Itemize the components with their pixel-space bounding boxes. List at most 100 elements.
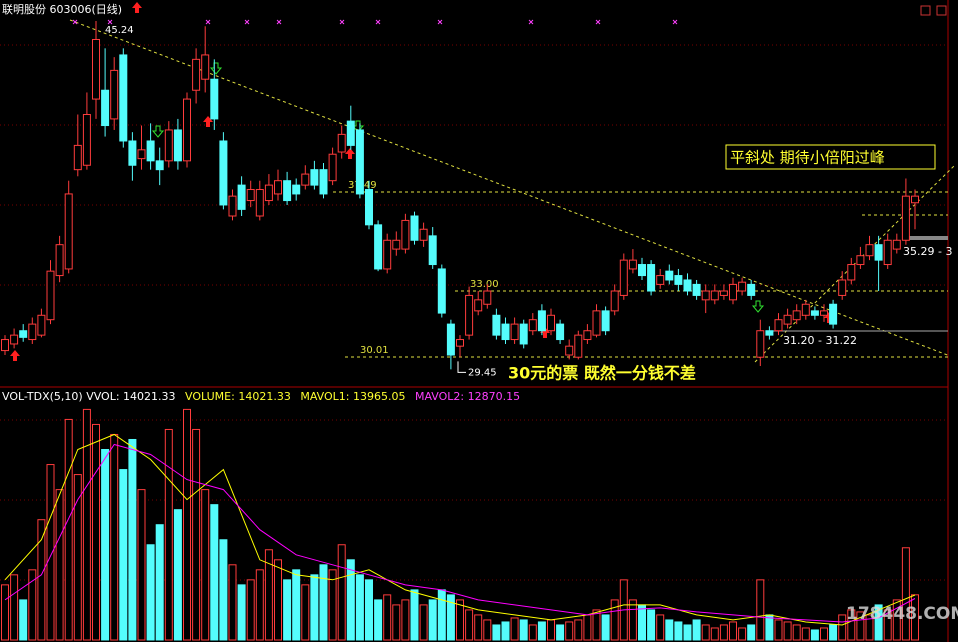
volume-bar bbox=[92, 423, 100, 641]
marker-cross bbox=[276, 19, 282, 25]
candle-body bbox=[173, 129, 182, 162]
volume-bar bbox=[419, 604, 428, 641]
volume-bar bbox=[374, 599, 383, 641]
candle-body bbox=[283, 180, 292, 202]
candle-body bbox=[474, 299, 483, 312]
candle-body bbox=[28, 323, 37, 341]
volume-bar bbox=[365, 579, 373, 641]
candle-body bbox=[146, 140, 155, 162]
volume-bar bbox=[674, 621, 683, 641]
volume-bar bbox=[610, 599, 619, 641]
volume-bar bbox=[1, 584, 9, 641]
volume-ma-line bbox=[4, 433, 916, 626]
volume-bar bbox=[82, 408, 91, 641]
volume-bar bbox=[446, 594, 455, 641]
volume-bar bbox=[492, 624, 501, 641]
volume-bar bbox=[856, 611, 865, 641]
volume-bar bbox=[820, 627, 828, 641]
volume-bar bbox=[164, 428, 173, 641]
volume-bar bbox=[264, 549, 273, 641]
candle-body bbox=[874, 244, 883, 261]
volume-bar bbox=[383, 594, 392, 641]
candle-body bbox=[201, 54, 210, 80]
marker-cross bbox=[244, 19, 250, 25]
candle-body bbox=[355, 129, 364, 195]
volume-bar bbox=[638, 604, 646, 641]
volume-bar bbox=[328, 569, 337, 641]
candle-body bbox=[82, 114, 91, 166]
volume-bar bbox=[437, 589, 446, 641]
candle-body bbox=[137, 149, 146, 160]
volume-bar bbox=[301, 584, 310, 641]
volume-bar bbox=[510, 617, 519, 641]
candle-body bbox=[537, 310, 546, 332]
candle-body bbox=[810, 310, 819, 316]
volume-bar bbox=[783, 621, 792, 641]
volume-bar bbox=[155, 524, 164, 641]
candle-body bbox=[264, 184, 273, 202]
volume-bar bbox=[274, 559, 282, 641]
candle-body bbox=[519, 323, 528, 345]
candle-body bbox=[437, 268, 446, 314]
volume-bar bbox=[201, 489, 210, 641]
volume-bar bbox=[465, 609, 474, 641]
volume-bar bbox=[801, 627, 810, 641]
candle-body bbox=[619, 259, 628, 296]
volume-bar bbox=[701, 624, 710, 641]
candle-body bbox=[738, 281, 747, 292]
legend-value: 12870.15 bbox=[468, 390, 521, 403]
volume-bar bbox=[665, 619, 674, 641]
level-label: 30.01 bbox=[360, 345, 389, 356]
candle-body bbox=[392, 239, 401, 250]
candle-body bbox=[528, 319, 537, 332]
volume-bar bbox=[483, 619, 492, 641]
candle-body bbox=[192, 58, 201, 91]
volume-bar bbox=[146, 544, 155, 641]
volume-bar bbox=[810, 629, 819, 641]
candle-body bbox=[701, 290, 710, 301]
volume-bar bbox=[283, 579, 292, 641]
watermark: 178448.COM bbox=[846, 604, 958, 624]
volume-bar bbox=[64, 418, 73, 641]
candle-body bbox=[547, 314, 555, 332]
candle-body bbox=[747, 283, 756, 296]
volume-bar bbox=[337, 544, 346, 641]
annotation: 平斜处 期待小倍阳过峰 bbox=[730, 149, 885, 167]
volume-bar bbox=[401, 599, 410, 641]
low-pointer bbox=[457, 361, 466, 373]
marker-cross bbox=[528, 19, 534, 25]
volume-bar bbox=[865, 614, 874, 641]
volume-ma-line bbox=[4, 443, 916, 623]
candle-body bbox=[838, 279, 847, 296]
candle-body bbox=[73, 144, 82, 171]
volume-bar bbox=[838, 614, 847, 641]
level-label: 33.00 bbox=[470, 279, 499, 290]
volume-bar bbox=[355, 574, 364, 641]
candle-body bbox=[310, 169, 319, 186]
marker-cross bbox=[595, 19, 601, 25]
volume-bar bbox=[19, 599, 28, 641]
candle-body bbox=[756, 330, 765, 358]
candle-body bbox=[865, 244, 874, 257]
candle-body bbox=[683, 279, 692, 292]
candle-body bbox=[628, 259, 637, 270]
legend-label: MAVOL2: bbox=[415, 390, 464, 403]
range-label: 35.29 - 3 bbox=[903, 245, 952, 258]
volume-bar bbox=[874, 604, 883, 641]
candle-body bbox=[883, 239, 892, 266]
candle-body bbox=[246, 189, 255, 202]
legend-value: 13965.05 bbox=[353, 390, 406, 403]
annotation-box bbox=[725, 144, 936, 170]
legend-label: VOLUME: bbox=[185, 390, 235, 403]
candle-body bbox=[319, 169, 328, 195]
candle-body bbox=[801, 303, 810, 316]
volume-bar bbox=[319, 564, 328, 641]
high-label: 45.24 bbox=[105, 25, 134, 36]
volume-bar bbox=[37, 519, 46, 641]
volume-bar bbox=[310, 574, 319, 641]
legend-label: VVOL: bbox=[86, 390, 119, 403]
volume-bar bbox=[237, 584, 246, 641]
candle-body bbox=[237, 184, 246, 210]
signal-arrow-up bbox=[345, 148, 355, 159]
